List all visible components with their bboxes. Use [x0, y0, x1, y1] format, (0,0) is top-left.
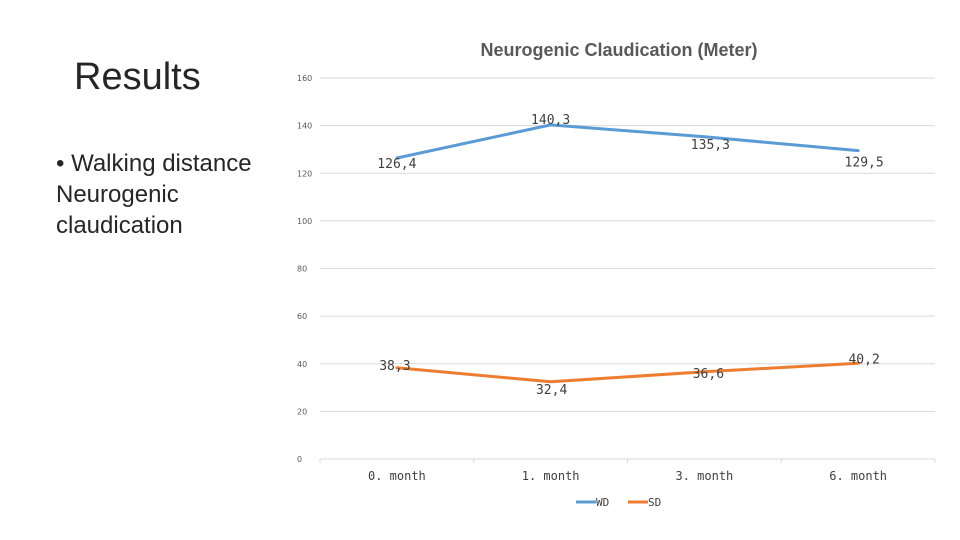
x-category-label-3: 3. month	[675, 469, 733, 483]
x-category-label-4: 6. month	[829, 469, 887, 483]
x-category-label-1: 0. month	[368, 469, 426, 483]
data-label-wd-4: 129,5	[845, 156, 884, 171]
y-tick-label-40: 40	[297, 360, 307, 369]
bullet-subtext: Neurogenic claudication	[56, 181, 183, 239]
data-label-sd-2: 32,4	[536, 383, 567, 398]
y-tick-label-100: 100	[297, 217, 312, 226]
data-label-sd-3: 36,6	[693, 367, 724, 382]
bullet-block: • Walking distance Neurogenic claudicati…	[56, 148, 296, 241]
legend-label-sd: SD	[648, 496, 661, 509]
y-tick-label-60: 60	[297, 312, 307, 321]
y-tick-label-20: 20	[297, 407, 307, 416]
data-label-wd-3: 135,3	[691, 138, 730, 153]
y-tick-label-160: 160	[297, 74, 312, 83]
x-category-label-2: 1. month	[522, 469, 580, 483]
y-tick-label-0: 0	[297, 455, 302, 464]
y-tick-label-140: 140	[297, 122, 312, 131]
series-line-wd	[395, 123, 860, 160]
legend-label-wd: WD	[596, 496, 609, 509]
y-tick-label-80: 80	[297, 265, 307, 274]
data-label-wd-2: 140,3	[531, 113, 570, 128]
series-line-sd	[395, 361, 860, 384]
data-label-sd-4: 40,2	[848, 352, 879, 367]
y-tick-label-120: 120	[297, 169, 312, 178]
slide-title: Results	[74, 56, 201, 98]
data-label-sd-1: 38,3	[379, 359, 410, 374]
data-label-wd-1: 126,4	[377, 157, 416, 172]
chart-title: Neurogenic Claudication (Meter)	[480, 40, 757, 60]
bullet-walking-distance: • Walking distance	[56, 150, 252, 177]
